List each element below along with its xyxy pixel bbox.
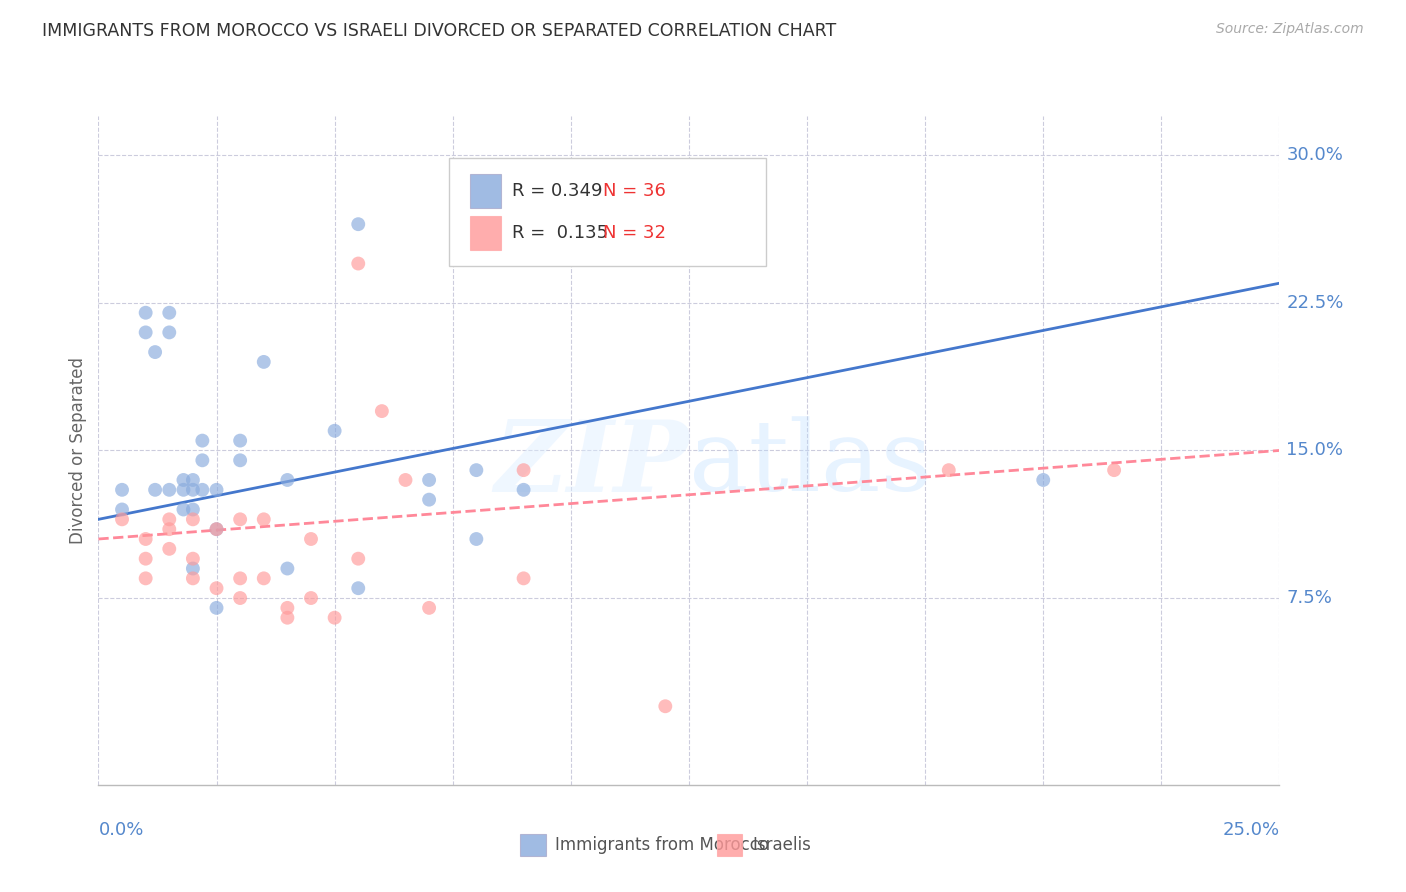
Point: [205, 522, 228, 536]
Point: [135, 551, 157, 566]
Point: [253, 512, 276, 526]
Text: R = 0.349: R = 0.349: [512, 182, 602, 200]
Point: [157, 522, 180, 536]
Point: [205, 600, 228, 615]
Point: [512, 463, 534, 477]
Point: [347, 551, 370, 566]
Point: [418, 600, 440, 615]
Text: 0.0%: 0.0%: [98, 821, 143, 838]
Point: [229, 453, 252, 467]
Point: [181, 512, 204, 526]
Text: ZIP: ZIP: [494, 416, 689, 512]
Point: [135, 532, 157, 546]
Point: [205, 581, 228, 595]
Point: [654, 699, 676, 714]
Y-axis label: Divorced or Separated: Divorced or Separated: [69, 357, 87, 544]
Point: [347, 256, 370, 270]
Point: [229, 512, 252, 526]
Point: [111, 483, 134, 497]
Point: [181, 502, 204, 516]
Point: [143, 483, 166, 497]
Text: 7.5%: 7.5%: [1286, 589, 1333, 607]
Point: [191, 434, 214, 448]
Point: [181, 483, 204, 497]
Text: 15.0%: 15.0%: [1286, 442, 1344, 459]
Point: [418, 492, 440, 507]
Point: [938, 463, 960, 477]
Point: [229, 571, 252, 585]
Point: [394, 473, 416, 487]
Text: R =  0.135: R = 0.135: [512, 224, 607, 242]
Point: [371, 404, 394, 418]
Point: [229, 434, 252, 448]
Point: [143, 345, 166, 359]
Point: [276, 600, 298, 615]
Point: [276, 561, 298, 575]
Point: [181, 561, 204, 575]
Point: [1032, 473, 1054, 487]
Point: [135, 326, 157, 340]
Point: [465, 463, 488, 477]
Text: 22.5%: 22.5%: [1286, 293, 1344, 312]
Point: [347, 581, 370, 595]
Point: [172, 483, 194, 497]
Point: [323, 611, 346, 625]
Point: [276, 611, 298, 625]
Point: [157, 483, 180, 497]
Text: N = 36: N = 36: [603, 182, 666, 200]
Point: [512, 571, 534, 585]
Point: [157, 326, 180, 340]
Point: [135, 571, 157, 585]
Point: [229, 591, 252, 605]
Point: [253, 355, 276, 369]
Point: [157, 306, 180, 320]
Text: atlas: atlas: [689, 416, 932, 512]
Point: [205, 483, 228, 497]
Point: [135, 306, 157, 320]
Point: [299, 532, 322, 546]
Text: IMMIGRANTS FROM MOROCCO VS ISRAELI DIVORCED OR SEPARATED CORRELATION CHART: IMMIGRANTS FROM MOROCCO VS ISRAELI DIVOR…: [42, 22, 837, 40]
Point: [418, 473, 440, 487]
Point: [465, 532, 488, 546]
Point: [299, 591, 322, 605]
Point: [1102, 463, 1125, 477]
Text: Israelis: Israelis: [752, 836, 811, 855]
Text: 25.0%: 25.0%: [1222, 821, 1279, 838]
Text: Immigrants from Morocco: Immigrants from Morocco: [555, 836, 769, 855]
Point: [172, 473, 194, 487]
Point: [276, 473, 298, 487]
Point: [181, 551, 204, 566]
Text: 30.0%: 30.0%: [1286, 146, 1343, 164]
Point: [157, 541, 180, 556]
Point: [253, 571, 276, 585]
Point: [512, 483, 534, 497]
Point: [172, 502, 194, 516]
Point: [111, 512, 134, 526]
Point: [181, 473, 204, 487]
Text: N = 32: N = 32: [603, 224, 666, 242]
Point: [111, 502, 134, 516]
Point: [205, 522, 228, 536]
Point: [191, 453, 214, 467]
Point: [191, 483, 214, 497]
Text: Source: ZipAtlas.com: Source: ZipAtlas.com: [1216, 22, 1364, 37]
Point: [323, 424, 346, 438]
Point: [347, 217, 370, 231]
Point: [181, 571, 204, 585]
Point: [157, 512, 180, 526]
